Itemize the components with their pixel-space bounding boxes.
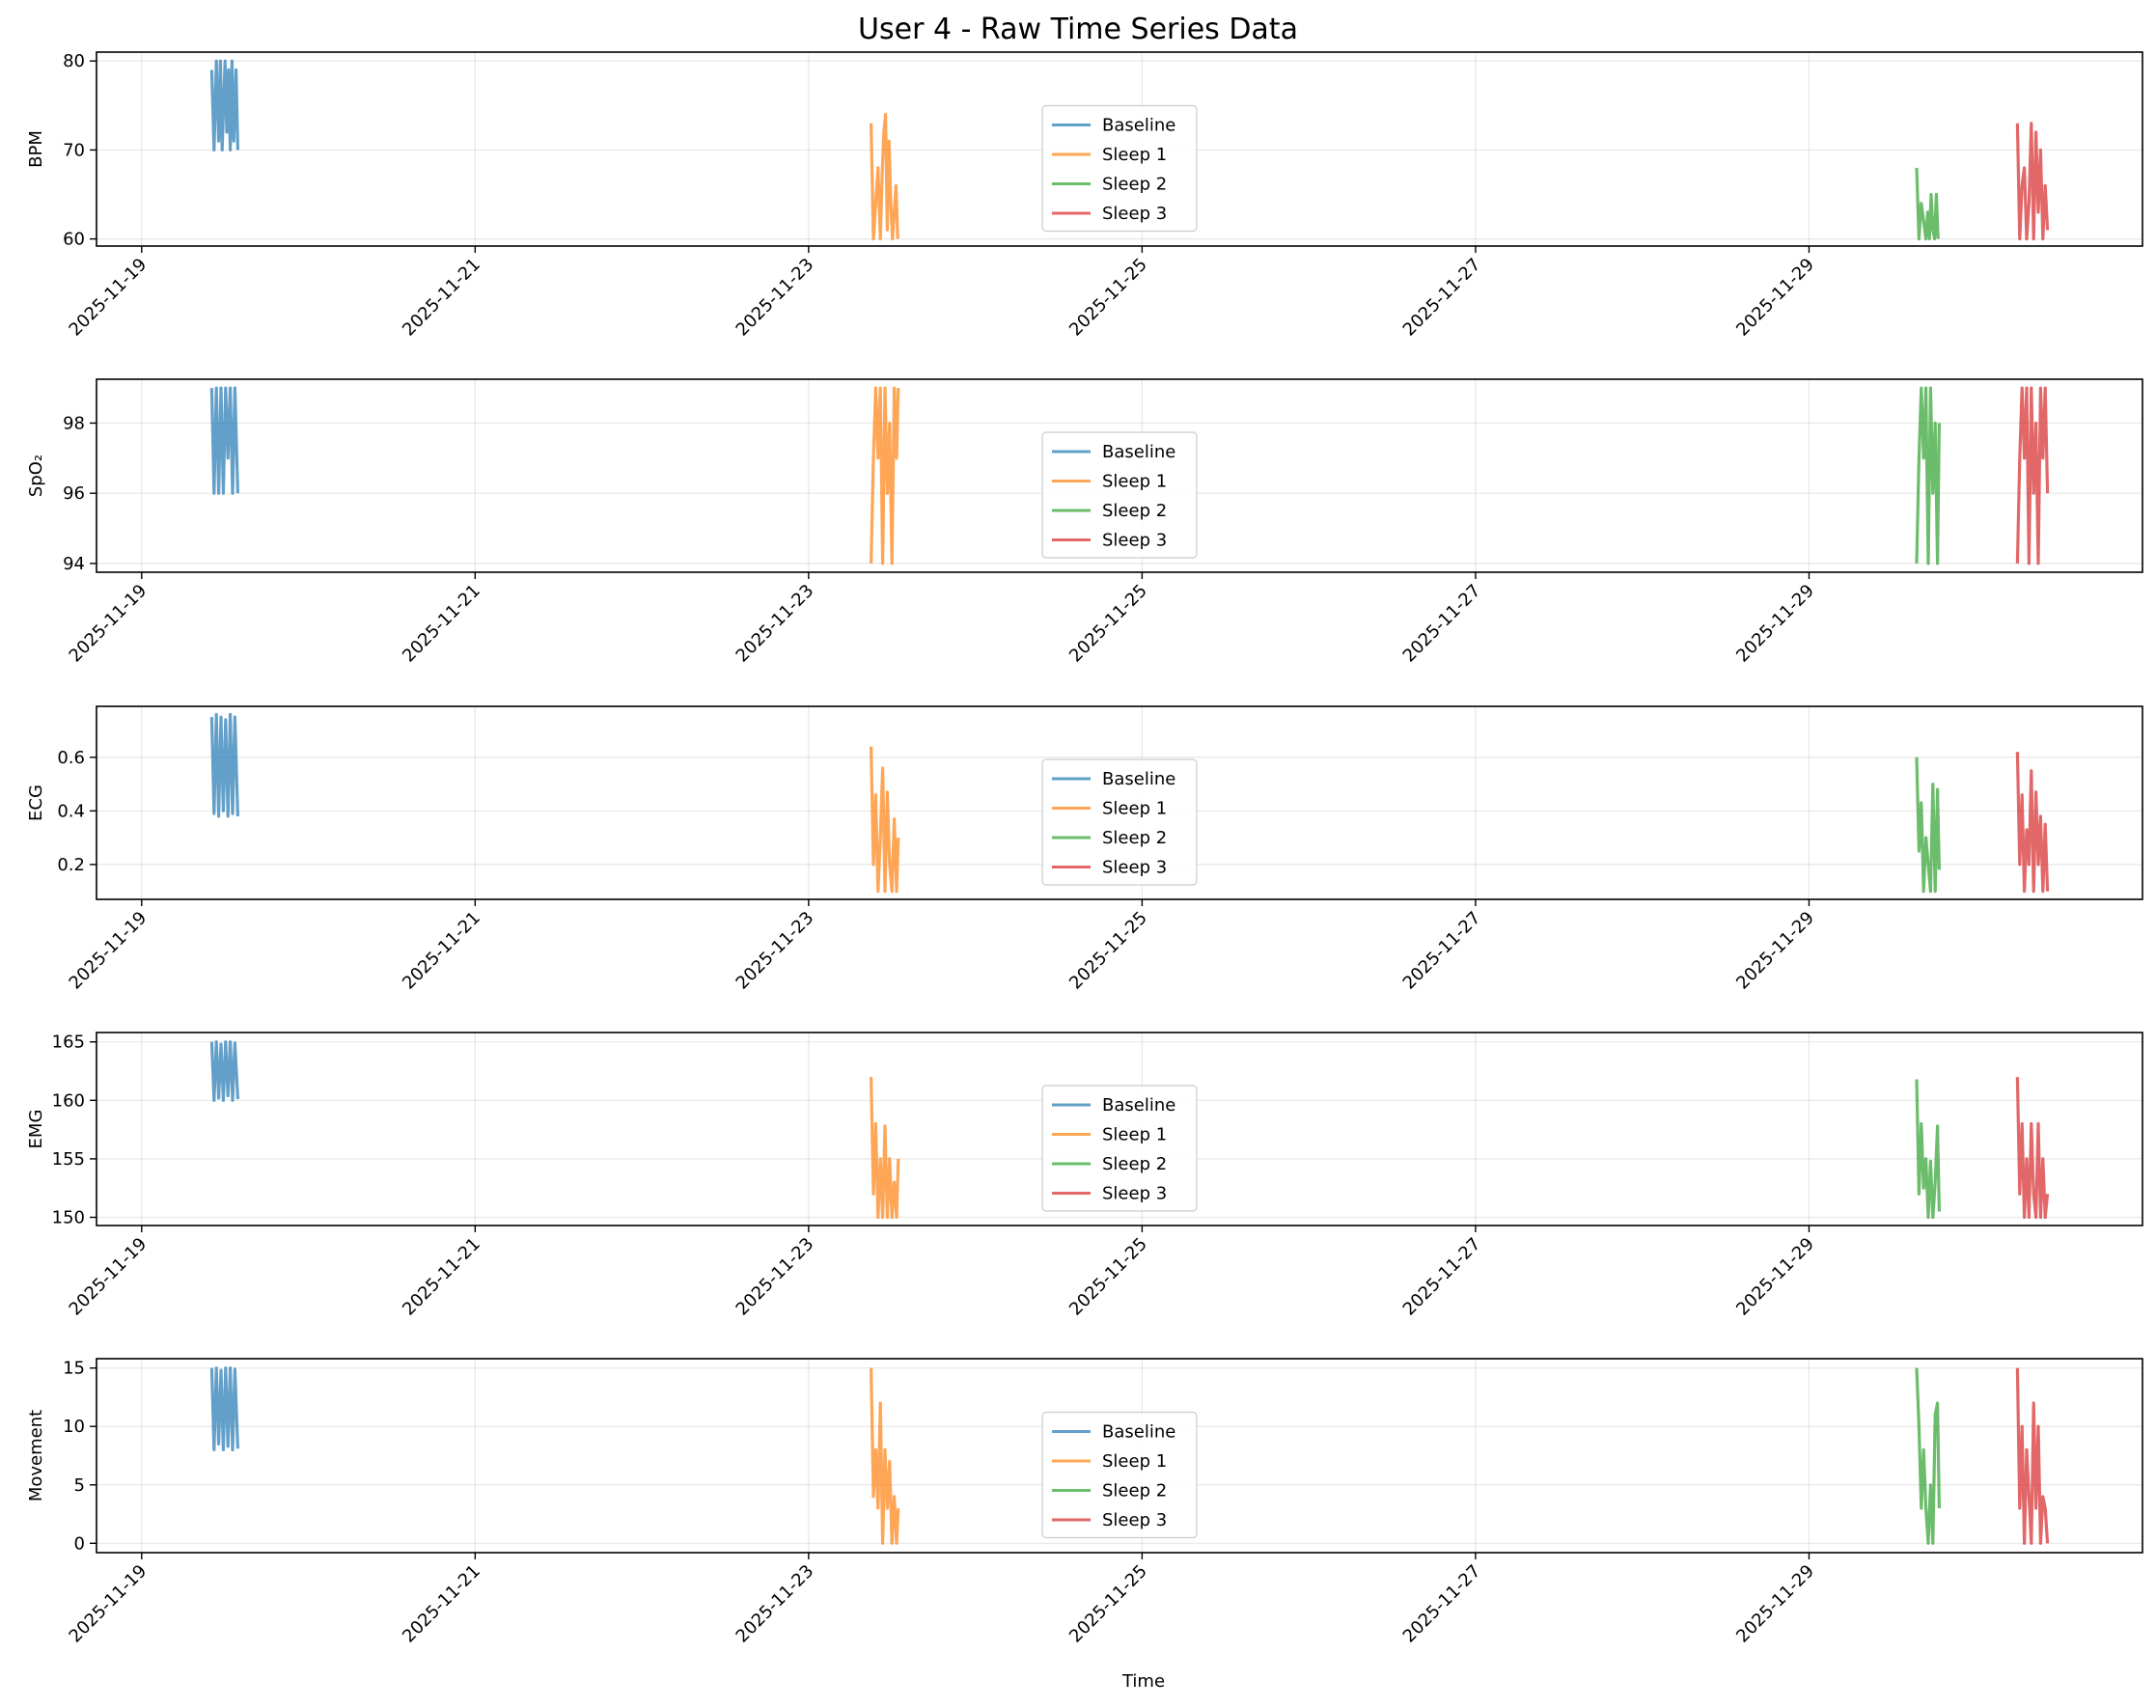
legend-box bbox=[1041, 1085, 1198, 1212]
y-tick-label: 160 bbox=[52, 1090, 85, 1111]
plot-frame bbox=[96, 1358, 2143, 1554]
legend-label: Sleep 1 bbox=[1102, 1451, 1167, 1472]
legend-label: Baseline bbox=[1102, 1095, 1175, 1116]
series-line-sleep-3 bbox=[2015, 1077, 2050, 1220]
legend: Baseline Sleep 1 Sleep 2 Sleep 3 bbox=[1041, 104, 1198, 233]
y-tick-label: 155 bbox=[52, 1149, 85, 1170]
x-axis-label: Time bbox=[1121, 1671, 1165, 1692]
y-tick-label: 98 bbox=[63, 413, 85, 433]
legend: Baseline Sleep 1 Sleep 2 Sleep 3 bbox=[1041, 1411, 1198, 1539]
series-line-baseline bbox=[209, 712, 239, 818]
series-line-sleep-2 bbox=[1915, 167, 1940, 241]
y-tick-label: 60 bbox=[63, 230, 85, 250]
legend-box bbox=[1041, 758, 1198, 886]
series-line-sleep-3 bbox=[2015, 386, 2050, 565]
series-line-sleep-3 bbox=[2015, 752, 2050, 894]
series-line-sleep-3 bbox=[2015, 1367, 2050, 1545]
legend-label: Sleep 1 bbox=[1102, 472, 1167, 492]
legend-box bbox=[1041, 104, 1198, 233]
y-tick-label: 0.6 bbox=[57, 748, 85, 768]
legend-label: Sleep 1 bbox=[1102, 799, 1167, 819]
figure-title: User 4 - Raw Time Series Data bbox=[858, 13, 1298, 46]
y-axis-label: SpO₂ bbox=[26, 455, 46, 497]
plot-frame bbox=[96, 705, 2143, 900]
y-axis-label: EMG bbox=[26, 1110, 46, 1149]
series-line-sleep-1 bbox=[870, 112, 899, 241]
legend-label: Sleep 3 bbox=[1102, 531, 1167, 551]
legend-label: Sleep 1 bbox=[1102, 1125, 1167, 1145]
legend-label: Sleep 2 bbox=[1102, 1154, 1167, 1174]
legend: Baseline Sleep 1 Sleep 2 Sleep 3 bbox=[1041, 1085, 1198, 1212]
y-tick-label: 70 bbox=[63, 140, 85, 160]
y-axis-label: Movement bbox=[26, 1410, 46, 1501]
plot-frame bbox=[96, 378, 2143, 573]
legend-label: Sleep 3 bbox=[1102, 204, 1167, 224]
legend-label: Sleep 2 bbox=[1102, 828, 1167, 848]
series-line-sleep-3 bbox=[2015, 122, 2050, 241]
legend-label: Sleep 3 bbox=[1102, 858, 1167, 878]
y-tick-label: 10 bbox=[63, 1417, 85, 1437]
series-line-sleep-1 bbox=[870, 386, 900, 565]
series-line-baseline bbox=[209, 59, 239, 152]
series-line-sleep-2 bbox=[1915, 1079, 1941, 1220]
legend-label: Sleep 2 bbox=[1102, 1481, 1167, 1501]
legend-label: Baseline bbox=[1102, 769, 1175, 789]
legend-label: Baseline bbox=[1102, 442, 1175, 462]
legend-label: Sleep 2 bbox=[1102, 501, 1167, 521]
y-axis-label: BPM bbox=[26, 130, 46, 168]
y-tick-label: 15 bbox=[63, 1359, 85, 1379]
series-line-sleep-2 bbox=[1915, 386, 1941, 565]
y-tick-label: 80 bbox=[63, 51, 85, 71]
legend-label: Sleep 3 bbox=[1102, 1184, 1167, 1204]
series-line-sleep-1 bbox=[870, 746, 900, 894]
y-tick-label: 165 bbox=[52, 1033, 85, 1053]
y-tick-label: 5 bbox=[74, 1475, 85, 1496]
legend-box bbox=[1041, 431, 1198, 559]
legend-label: Baseline bbox=[1102, 1422, 1175, 1443]
series-line-sleep-1 bbox=[870, 1077, 900, 1220]
legend-label: Baseline bbox=[1102, 116, 1175, 136]
series-line-sleep-2 bbox=[1915, 757, 1941, 894]
series-line-baseline bbox=[209, 1040, 239, 1102]
y-tick-label: 0 bbox=[74, 1533, 85, 1554]
legend-label: Sleep 2 bbox=[1102, 175, 1167, 195]
plot-frame bbox=[96, 1032, 2143, 1226]
legend-box bbox=[1041, 1411, 1198, 1539]
y-tick-label: 0.2 bbox=[57, 855, 85, 875]
plot-frame bbox=[96, 51, 2143, 247]
legend: Baseline Sleep 1 Sleep 2 Sleep 3 bbox=[1041, 431, 1198, 559]
legend-label: Sleep 1 bbox=[1102, 145, 1167, 165]
y-tick-label: 0.4 bbox=[57, 801, 85, 821]
y-axis-label: ECG bbox=[26, 785, 46, 821]
legend-label: Sleep 3 bbox=[1102, 1510, 1167, 1530]
series-line-baseline bbox=[209, 1366, 239, 1452]
series-line-sleep-1 bbox=[870, 1367, 900, 1545]
y-tick-label: 94 bbox=[63, 554, 85, 574]
y-tick-label: 150 bbox=[52, 1208, 85, 1228]
legend: Baseline Sleep 1 Sleep 2 Sleep 3 bbox=[1041, 758, 1198, 886]
series-line-sleep-2 bbox=[1915, 1367, 1941, 1545]
series-line-baseline bbox=[209, 386, 239, 495]
y-tick-label: 96 bbox=[63, 483, 85, 504]
